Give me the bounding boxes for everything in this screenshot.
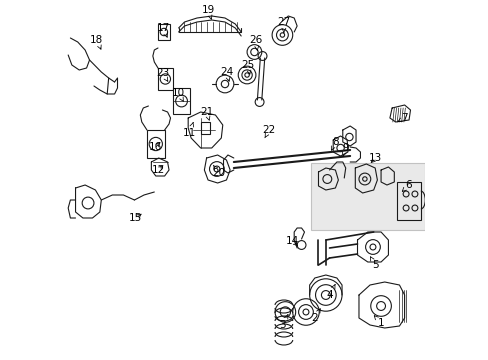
Text: 14: 14 bbox=[285, 236, 299, 246]
Text: 8: 8 bbox=[331, 137, 338, 150]
Text: 10: 10 bbox=[172, 88, 185, 101]
Text: 19: 19 bbox=[201, 5, 214, 19]
Text: 20: 20 bbox=[212, 165, 225, 178]
Text: 26: 26 bbox=[249, 35, 262, 51]
Text: 6: 6 bbox=[402, 180, 411, 192]
Text: 16: 16 bbox=[149, 142, 162, 152]
Bar bbox=[396, 182, 420, 220]
Bar bbox=[173, 88, 189, 114]
Text: 12: 12 bbox=[152, 165, 165, 175]
Text: 25: 25 bbox=[241, 60, 254, 74]
Text: 22: 22 bbox=[262, 125, 275, 138]
Text: 23: 23 bbox=[156, 68, 169, 81]
Bar bbox=[200, 122, 209, 134]
Text: 18: 18 bbox=[90, 35, 103, 49]
Text: 9: 9 bbox=[342, 143, 348, 156]
Text: 5: 5 bbox=[370, 257, 378, 270]
Text: 24: 24 bbox=[220, 67, 233, 81]
Bar bbox=[158, 68, 172, 90]
Text: 2: 2 bbox=[311, 309, 320, 323]
Text: 4: 4 bbox=[325, 284, 334, 300]
Text: 11: 11 bbox=[183, 122, 196, 138]
Text: 17: 17 bbox=[156, 23, 169, 37]
Text: 21: 21 bbox=[200, 107, 213, 120]
Text: 3: 3 bbox=[279, 315, 287, 330]
Bar bbox=[310, 163, 425, 230]
Text: 7: 7 bbox=[397, 113, 407, 123]
Text: 1: 1 bbox=[373, 316, 384, 328]
Text: 15: 15 bbox=[129, 213, 142, 223]
Text: 27: 27 bbox=[277, 17, 290, 33]
Bar bbox=[147, 130, 164, 158]
Text: 13: 13 bbox=[368, 153, 382, 163]
Bar bbox=[158, 24, 169, 40]
